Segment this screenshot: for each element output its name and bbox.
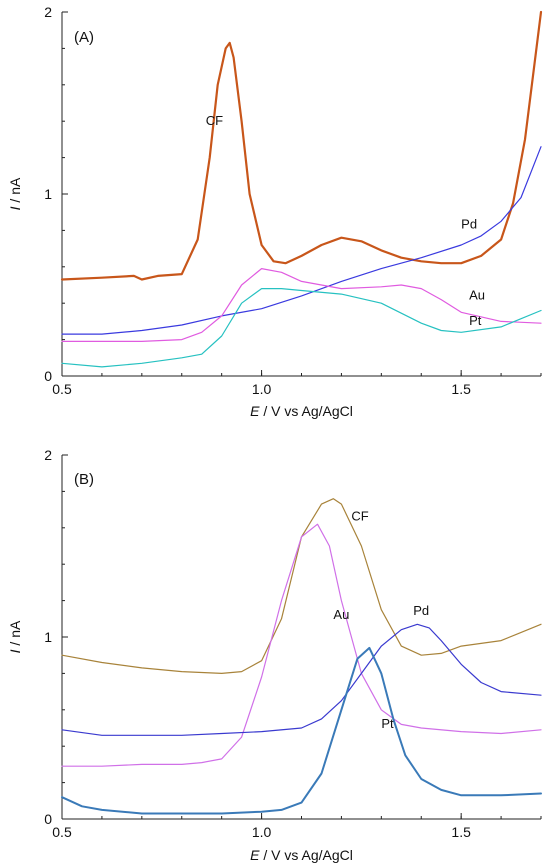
y-axis-label-symbol: I xyxy=(7,206,23,210)
y-axis-label: I / nA xyxy=(7,177,23,210)
x-tick-label: 0.5 xyxy=(52,824,72,840)
series-label: CF xyxy=(206,113,223,128)
series-label: Au xyxy=(333,607,349,622)
panel-b: 0.5 1.0 1.5 0 1 2 E / V vs Ag/AgCl I / nA (B) CF A… xyxy=(7,447,542,863)
series-label: Pd xyxy=(413,603,429,618)
series-line-cf xyxy=(60,10,543,281)
x-axis-label: E / V vs Ag/AgCl xyxy=(250,403,353,419)
x-axis-label-text: / V vs Ag/AgCl xyxy=(259,847,352,863)
series-line-au xyxy=(61,523,542,767)
series-label: Pd xyxy=(461,217,477,232)
series-label: Pt xyxy=(469,313,482,328)
x-axis-label-symbol: E xyxy=(250,403,260,419)
y-tick-label: 0 xyxy=(44,811,52,827)
x-tick-label: 1.0 xyxy=(252,824,272,840)
x-axis-label-text: / V vs Ag/AgCl xyxy=(259,403,352,419)
y-axis-label-text: / nA xyxy=(7,177,23,206)
series-label: CF xyxy=(351,509,368,524)
x-tick-label: 1.5 xyxy=(451,381,471,397)
x-axis-label: E / V vs Ag/AgCl xyxy=(250,847,353,863)
y-axis-label-symbol: I xyxy=(7,649,23,653)
series-line-cf xyxy=(61,498,542,675)
x-tick-label: 1.5 xyxy=(451,824,471,840)
panel-a: 0.5 1.0 1.5 0 1 2 E / V vs Ag/AgCl I / nA (A) CF P… xyxy=(7,4,543,419)
y-axis-label: I / nA xyxy=(7,620,23,653)
series-line-au xyxy=(61,268,542,342)
series-label: Au xyxy=(469,288,485,303)
panel-label: (A) xyxy=(74,29,94,46)
y-tick-label: 0 xyxy=(44,368,52,384)
y-tick-label: 2 xyxy=(44,4,52,20)
x-axis-label-symbol: E xyxy=(250,847,260,863)
panel-label: (B) xyxy=(74,471,94,488)
series-line-pt xyxy=(61,288,542,368)
series-line-pt xyxy=(61,646,542,815)
series-line-pd xyxy=(61,623,542,736)
x-tick-label: 0.5 xyxy=(52,381,72,397)
y-tick-label: 1 xyxy=(44,186,52,202)
x-tick-label: 1.0 xyxy=(252,381,272,397)
series-line-pd xyxy=(61,146,542,335)
y-axis-label-text: / nA xyxy=(7,620,23,649)
y-tick-label: 2 xyxy=(44,447,52,463)
y-tick-label: 1 xyxy=(44,629,52,645)
series-label: Pt xyxy=(381,716,394,731)
